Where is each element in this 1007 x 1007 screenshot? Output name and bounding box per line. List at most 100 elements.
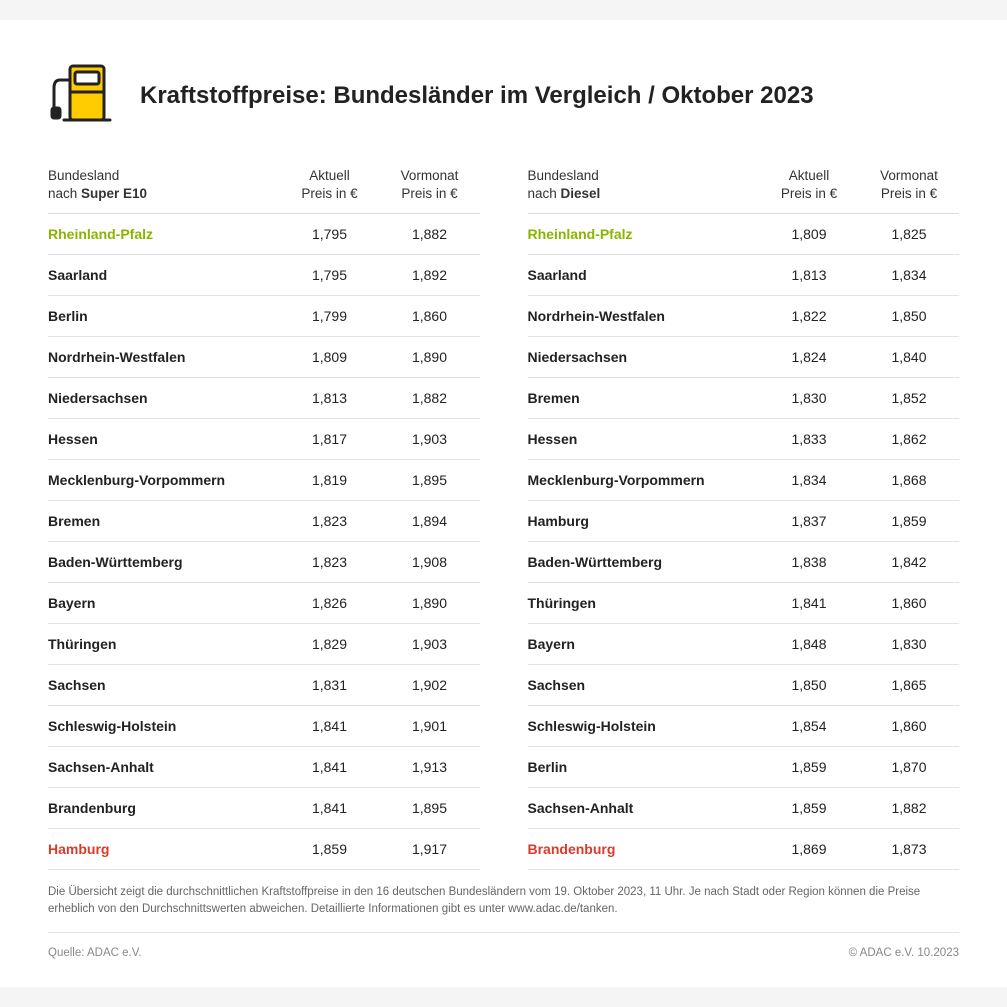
table-row: Niedersachsen1,8241,840 — [528, 337, 960, 378]
table-row: Thüringen1,8411,860 — [528, 583, 960, 624]
previous-price: 1,830 — [859, 624, 959, 665]
tables-container: Bundeslandnach Super E10AktuellPreis in … — [48, 161, 959, 870]
current-price: 1,795 — [280, 255, 380, 296]
previous-price: 1,850 — [859, 296, 959, 337]
current-price: 1,822 — [759, 296, 859, 337]
current-price: 1,826 — [280, 583, 380, 624]
state-name: Mecklenburg-Vorpommern — [48, 460, 280, 501]
previous-price: 1,890 — [380, 583, 480, 624]
previous-price: 1,913 — [380, 747, 480, 788]
price-table: Bundeslandnach Super E10AktuellPreis in … — [48, 161, 480, 870]
previous-price: 1,892 — [380, 255, 480, 296]
current-price: 1,841 — [280, 747, 380, 788]
state-name: Sachsen — [528, 665, 760, 706]
previous-price: 1,873 — [859, 829, 959, 870]
state-name: Bremen — [48, 501, 280, 542]
footnote: Die Übersicht zeigt die durchschnittlich… — [48, 884, 959, 932]
current-price: 1,833 — [759, 419, 859, 460]
previous-price: 1,870 — [859, 747, 959, 788]
state-name: Schleswig-Holstein — [48, 706, 280, 747]
state-name: Berlin — [48, 296, 280, 337]
state-name: Hamburg — [48, 829, 280, 870]
page: Kraftstoffpreise: Bundesländer im Vergle… — [0, 20, 1007, 987]
current-price: 1,795 — [280, 214, 380, 255]
previous-price: 1,903 — [380, 419, 480, 460]
previous-price: 1,902 — [380, 665, 480, 706]
source-label: Quelle: ADAC e.V. — [48, 947, 142, 959]
previous-price: 1,882 — [380, 378, 480, 419]
price-table: Bundeslandnach DieselAktuellPreis in €Vo… — [528, 161, 960, 870]
previous-price: 1,860 — [859, 706, 959, 747]
state-name: Nordrhein-Westfalen — [528, 296, 760, 337]
table-row: Niedersachsen1,8131,882 — [48, 378, 480, 419]
current-price: 1,823 — [280, 501, 380, 542]
current-price: 1,841 — [280, 706, 380, 747]
table-row: Thüringen1,8291,903 — [48, 624, 480, 665]
current-price: 1,869 — [759, 829, 859, 870]
table-row: Sachsen1,8311,902 — [48, 665, 480, 706]
header-current: AktuellPreis in € — [759, 161, 859, 214]
table-row: Brandenburg1,8411,895 — [48, 788, 480, 829]
previous-price: 1,862 — [859, 419, 959, 460]
current-price: 1,809 — [759, 214, 859, 255]
table-row: Schleswig-Holstein1,8411,901 — [48, 706, 480, 747]
table-row: Sachsen1,8501,865 — [528, 665, 960, 706]
fuel-pump-icon — [48, 58, 118, 133]
table-row: Bremen1,8301,852 — [528, 378, 960, 419]
table-row: Nordrhein-Westfalen1,8221,850 — [528, 296, 960, 337]
previous-price: 1,859 — [859, 501, 959, 542]
current-price: 1,854 — [759, 706, 859, 747]
state-name: Niedersachsen — [48, 378, 280, 419]
current-price: 1,859 — [280, 829, 380, 870]
state-name: Thüringen — [48, 624, 280, 665]
state-name: Brandenburg — [48, 788, 280, 829]
state-name: Baden-Württemberg — [528, 542, 760, 583]
state-name: Hessen — [48, 419, 280, 460]
current-price: 1,823 — [280, 542, 380, 583]
previous-price: 1,917 — [380, 829, 480, 870]
table-row: Rheinland-Pfalz1,7951,882 — [48, 214, 480, 255]
current-price: 1,841 — [280, 788, 380, 829]
table-row: Hamburg1,8371,859 — [528, 501, 960, 542]
header: Kraftstoffpreise: Bundesländer im Vergle… — [48, 58, 959, 133]
previous-price: 1,890 — [380, 337, 480, 378]
table-row: Schleswig-Holstein1,8541,860 — [528, 706, 960, 747]
state-name: Sachsen — [48, 665, 280, 706]
current-price: 1,813 — [759, 255, 859, 296]
table-row: Mecklenburg-Vorpommern1,8341,868 — [528, 460, 960, 501]
table-row: Sachsen-Anhalt1,8591,882 — [528, 788, 960, 829]
state-name: Rheinland-Pfalz — [528, 214, 760, 255]
table-row: Mecklenburg-Vorpommern1,8191,895 — [48, 460, 480, 501]
previous-price: 1,895 — [380, 460, 480, 501]
state-name: Rheinland-Pfalz — [48, 214, 280, 255]
previous-price: 1,868 — [859, 460, 959, 501]
table-row: Bremen1,8231,894 — [48, 501, 480, 542]
state-name: Berlin — [528, 747, 760, 788]
state-name: Nordrhein-Westfalen — [48, 337, 280, 378]
current-price: 1,834 — [759, 460, 859, 501]
state-name: Baden-Württemberg — [48, 542, 280, 583]
table-row: Rheinland-Pfalz1,8091,825 — [528, 214, 960, 255]
state-name: Saarland — [528, 255, 760, 296]
state-name: Brandenburg — [528, 829, 760, 870]
current-price: 1,819 — [280, 460, 380, 501]
table-row: Hessen1,8171,903 — [48, 419, 480, 460]
current-price: 1,817 — [280, 419, 380, 460]
previous-price: 1,895 — [380, 788, 480, 829]
state-name: Hamburg — [528, 501, 760, 542]
table-row: Saarland1,8131,834 — [528, 255, 960, 296]
copyright-label: © ADAC e.V. 10.2023 — [849, 947, 959, 959]
state-name: Bremen — [528, 378, 760, 419]
state-name: Bayern — [48, 583, 280, 624]
table-row: Sachsen-Anhalt1,8411,913 — [48, 747, 480, 788]
previous-price: 1,842 — [859, 542, 959, 583]
table-row: Hessen1,8331,862 — [528, 419, 960, 460]
current-price: 1,799 — [280, 296, 380, 337]
table-row: Hamburg1,8591,917 — [48, 829, 480, 870]
previous-price: 1,903 — [380, 624, 480, 665]
header-previous: VormonatPreis in € — [859, 161, 959, 214]
table-row: Bayern1,8481,830 — [528, 624, 960, 665]
state-name: Schleswig-Holstein — [528, 706, 760, 747]
current-price: 1,859 — [759, 747, 859, 788]
state-name: Mecklenburg-Vorpommern — [528, 460, 760, 501]
